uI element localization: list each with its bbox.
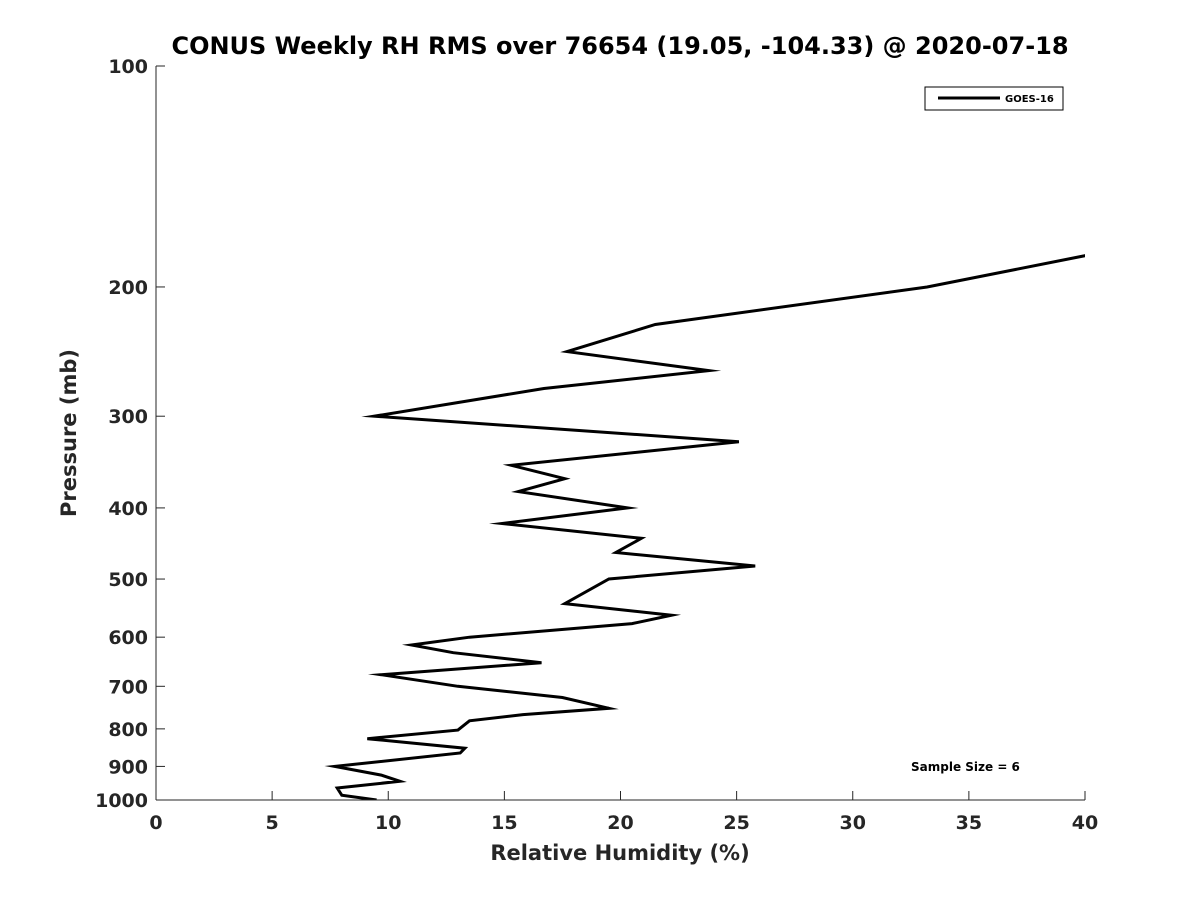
legend-label: GOES-16 — [1005, 94, 1054, 105]
y-tick-label: 400 — [108, 498, 148, 520]
x-tick-label: 20 — [607, 812, 633, 834]
y-ticks: 100 200 300 400 500 600 700 800 900 1000 — [95, 56, 165, 812]
y-tick-label: 700 — [108, 676, 148, 698]
x-tick-label: 25 — [723, 812, 749, 834]
y-tick-label: 300 — [108, 406, 148, 428]
y-tick-label: 600 — [108, 627, 148, 649]
y-tick-label: 100 — [108, 56, 148, 78]
y-tick-label: 200 — [108, 277, 148, 299]
sample-size-annotation: Sample Size = 6 — [911, 760, 1020, 774]
x-tick-label: 30 — [840, 812, 866, 834]
x-tick-label: 35 — [956, 812, 982, 834]
y-tick-label: 500 — [108, 569, 148, 591]
x-tick-label: 40 — [1072, 812, 1098, 834]
y-axis-label: Pressure (mb) — [57, 349, 81, 517]
legend: GOES-16 — [924, 86, 1064, 111]
x-axis-label: Relative Humidity (%) — [490, 841, 749, 865]
series-line-goes-16 — [324, 254, 1085, 800]
x-tick-label: 15 — [491, 812, 517, 834]
x-tick-label: 0 — [149, 812, 162, 834]
series-layer — [324, 254, 1085, 800]
y-tick-label: 800 — [108, 719, 148, 741]
chart-title: CONUS Weekly RH RMS over 76654 (19.05, -… — [171, 32, 1068, 60]
x-tick-label: 5 — [266, 812, 279, 834]
y-tick-label: 900 — [108, 756, 148, 778]
x-tick-label: 10 — [375, 812, 401, 834]
y-tick-label: 1000 — [95, 790, 148, 812]
x-ticks: 0 5 10 15 20 25 30 35 40 — [149, 791, 1098, 834]
